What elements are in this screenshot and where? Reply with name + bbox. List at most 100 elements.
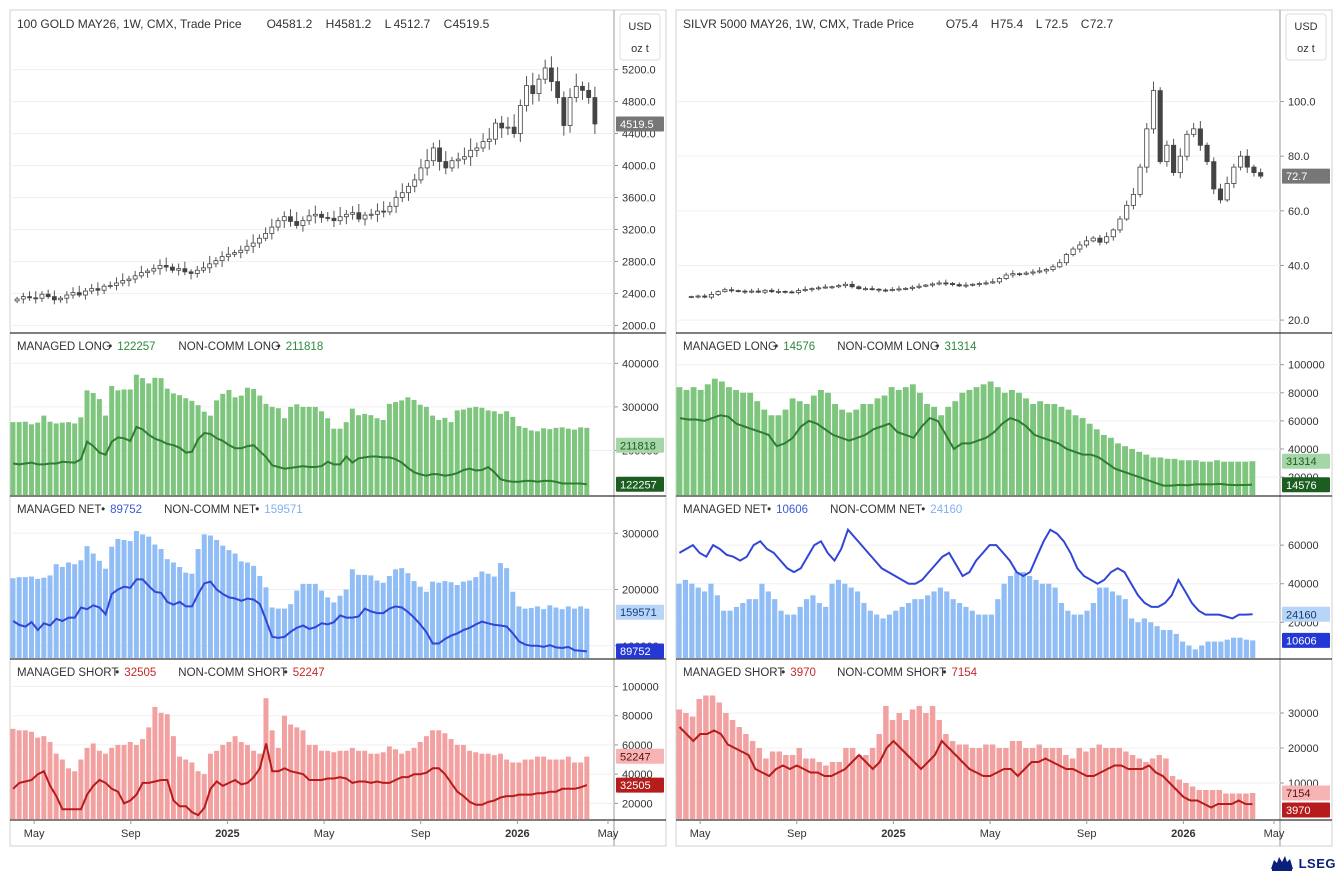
candle-body: [1016, 273, 1023, 276]
noncomm-bar: [963, 744, 969, 819]
noncomm-bar: [281, 418, 287, 495]
noncomm-bar: [982, 614, 988, 658]
candle-body: [1197, 128, 1203, 146]
candle-body: [862, 288, 869, 291]
candle-body: [257, 237, 262, 244]
noncomm-bar: [133, 744, 139, 819]
noncomm-bar: [749, 741, 756, 819]
legend-value: 52247: [293, 667, 325, 679]
noncomm-bar: [1033, 579, 1039, 658]
noncomm-bar: [816, 603, 822, 658]
y-tick-label: 3200.0: [622, 224, 656, 236]
noncomm-bar: [164, 559, 170, 658]
managed-tag: 3970: [1286, 805, 1310, 817]
noncomm-bar: [1189, 786, 1196, 819]
noncomm-bar: [789, 755, 796, 819]
candle-body: [1224, 183, 1230, 201]
y-tick-label: 40000: [1288, 579, 1319, 591]
noncomm-bar: [220, 744, 226, 819]
legend-label: MANAGED SHORT: [17, 667, 118, 679]
x-tick-label: 2026: [505, 828, 529, 840]
managed-tag: 10606: [1286, 635, 1317, 647]
noncomm-tag: 159571: [620, 607, 657, 619]
noncomm-bar: [584, 427, 590, 495]
noncomm-bar: [976, 614, 982, 658]
noncomm-bar: [803, 599, 810, 658]
noncomm-bar: [306, 744, 312, 819]
candle-body: [281, 216, 287, 222]
noncomm-bar: [442, 581, 448, 658]
y-tick-label: 200000: [622, 585, 659, 597]
noncomm-bar: [1129, 755, 1136, 819]
noncomm-bar: [220, 545, 226, 658]
candle-body: [923, 284, 929, 287]
noncomm-bar: [207, 753, 213, 819]
candle-body: [312, 213, 318, 217]
noncomm-bar: [386, 576, 392, 658]
noncomm-bar: [902, 387, 909, 495]
noncomm-bar: [936, 720, 942, 819]
noncomm-bar: [1084, 610, 1090, 658]
y-tick-label: 300000: [622, 528, 659, 540]
candle-body: [449, 160, 455, 169]
legend-value: 211818: [286, 341, 324, 353]
noncomm-bar: [109, 747, 115, 819]
candle-body: [1244, 155, 1250, 168]
noncomm-bar: [214, 400, 220, 495]
noncomm-bar: [251, 565, 257, 658]
candle-body: [916, 285, 922, 288]
unit-box: [1285, 13, 1327, 61]
lseg-logo: LSEG: [1269, 852, 1336, 874]
noncomm-bar: [491, 576, 497, 658]
noncomm-bar: [257, 395, 263, 495]
noncomm-bar: [905, 603, 912, 658]
noncomm-bar: [59, 567, 65, 658]
candle-body: [126, 278, 132, 282]
noncomm-bar: [399, 753, 405, 819]
noncomm-bar: [1090, 603, 1096, 658]
candle-body: [1030, 271, 1036, 274]
candle-body: [138, 272, 144, 277]
candle-body: [1083, 240, 1090, 246]
noncomm-bar: [1083, 751, 1089, 819]
noncomm-bar: [1211, 641, 1218, 658]
noncomm-bar: [571, 762, 577, 819]
candle-body: [1010, 273, 1016, 276]
gold-frame: [9, 9, 667, 847]
noncomm-bar: [765, 591, 771, 658]
candle-body: [1211, 161, 1217, 190]
noncomm-bar: [362, 574, 368, 658]
noncomm-bar: [201, 411, 207, 495]
noncomm-bar: [676, 387, 683, 495]
ohlc-label: L: [1036, 17, 1043, 31]
noncomm-bar: [189, 573, 195, 658]
noncomm-bar: [201, 774, 207, 819]
noncomm-bar: [183, 398, 189, 495]
candle-body: [412, 179, 418, 187]
noncomm-bar: [516, 762, 522, 819]
noncomm-bar: [1173, 633, 1179, 658]
noncomm-bar: [269, 730, 275, 819]
noncomm-bar: [832, 404, 838, 495]
candle-body: [549, 67, 554, 82]
noncomm-bar: [368, 753, 374, 819]
x-tick-label: Sep: [1077, 828, 1097, 840]
noncomm-bar: [78, 759, 84, 819]
noncomm-bar: [300, 583, 306, 658]
legend-value: 31314: [945, 341, 978, 353]
noncomm-bar: [1109, 591, 1116, 658]
noncomm-bar: [207, 415, 213, 495]
y-tick-label: 100000: [622, 681, 659, 693]
noncomm-bar: [103, 753, 109, 819]
y-tick-label: 80000: [622, 711, 653, 723]
legend-label: MANAGED SHORT: [683, 667, 784, 679]
candle-body: [219, 256, 225, 262]
noncomm-bar: [473, 577, 479, 658]
noncomm-bar: [1100, 434, 1107, 495]
noncomm-bar: [47, 575, 53, 658]
noncomm-bar: [41, 415, 47, 495]
noncomm-bar: [263, 698, 269, 819]
x-tick-label: 2025: [215, 828, 239, 840]
